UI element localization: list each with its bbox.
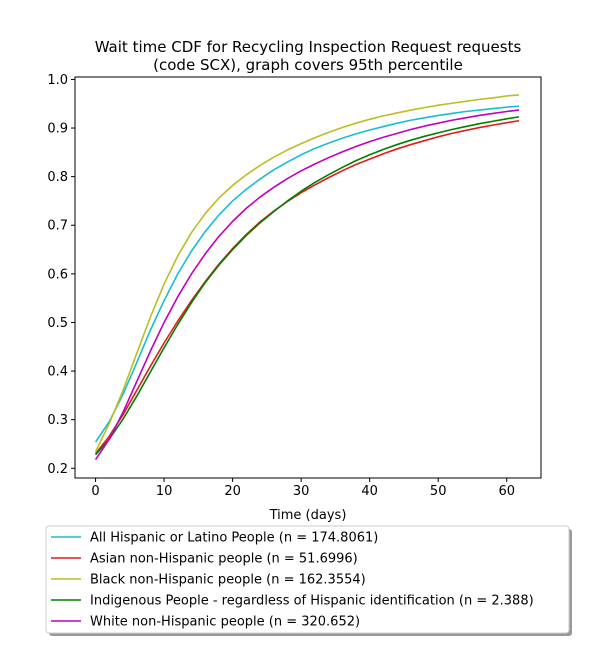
y-tick-label: 0.5 (47, 316, 68, 331)
chart-title-line2: (code SCX), graph covers 95th percentile (153, 56, 463, 74)
x-tick-label: 30 (293, 484, 310, 499)
legend-label-1: Asian non-Hispanic people (n = 51.6996) (90, 552, 358, 567)
series-line-4 (94, 109, 520, 460)
y-tick-label: 0.4 (47, 365, 68, 380)
series-line-1 (94, 119, 520, 455)
series-line-3 (94, 116, 520, 456)
y-tick-label: 0.8 (47, 170, 68, 185)
x-tick-label: 50 (430, 484, 447, 499)
y-tick-label: 0.9 (47, 122, 68, 137)
legend-label-3: Indigenous People - regardless of Hispan… (90, 594, 534, 609)
series-layer (94, 94, 520, 460)
y-axis: 0.2 0.3 0.4 0.5 0.6 0.7 0.8 0.9 1.0 (47, 73, 75, 477)
y-tick-label: 0.6 (47, 267, 68, 282)
y-tick-label: 0.7 (47, 219, 68, 234)
x-axis-label: Time (days) (269, 508, 347, 523)
chart-title-line1: Wait time CDF for Recycling Inspection R… (95, 38, 522, 56)
x-tick-label: 0 (91, 484, 99, 499)
x-tick-label: 20 (224, 484, 241, 499)
legend-label-4: White non-Hispanic people (n = 320.652) (90, 615, 360, 630)
legend-box (45, 525, 570, 634)
x-tick-label: 40 (361, 484, 378, 499)
x-tick-label: 10 (156, 484, 173, 499)
x-axis: 0 10 20 30 40 50 60 (91, 478, 515, 499)
legend-entries: All Hispanic or Latino People (n = 174.8… (51, 531, 534, 630)
y-tick-label: 1.0 (47, 73, 68, 88)
y-tick-label: 0.3 (47, 413, 68, 428)
series-line-0 (94, 105, 520, 443)
legend: All Hispanic or Latino People (n = 174.8… (45, 525, 572, 636)
legend-label-2: Black non-Hispanic people (n = 162.3554) (90, 573, 366, 588)
legend-label-0: All Hispanic or Latino People (n = 174.8… (90, 531, 378, 546)
y-tick-label: 0.2 (47, 462, 68, 477)
series-line-2 (94, 94, 520, 453)
x-tick-label: 60 (498, 484, 515, 499)
plot-frame (74, 76, 542, 479)
